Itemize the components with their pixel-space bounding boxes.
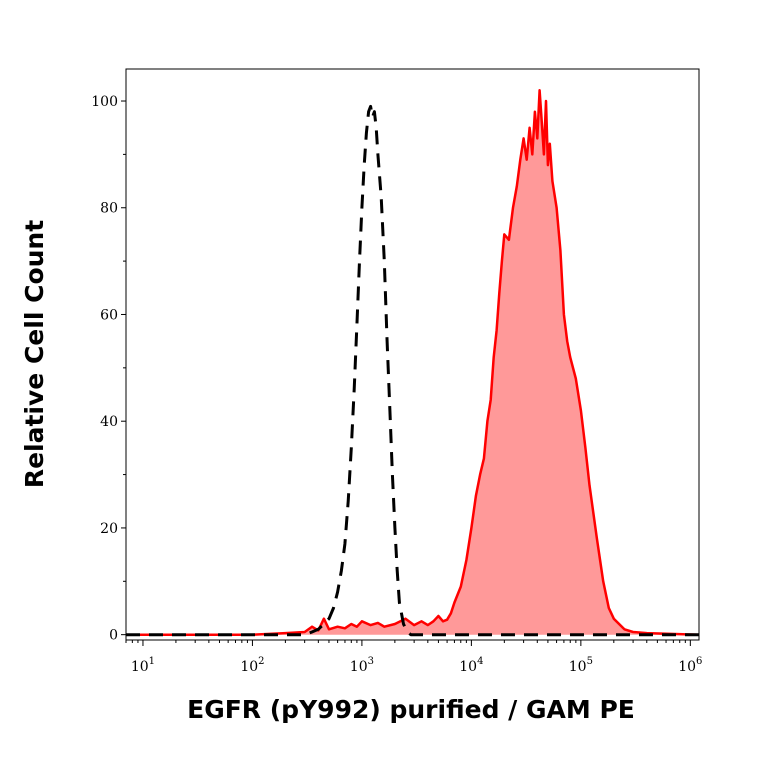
x-axis-title: EGFR (pY992) purified / GAM PE (187, 695, 635, 724)
y-tick-label-5: 100 (91, 94, 118, 110)
series-0-line (126, 89, 700, 636)
y-axis-title: Relative Cell Count (20, 220, 49, 488)
y-tick-label-1: 20 (100, 521, 118, 537)
x-tick-label-5: 106 (678, 656, 702, 675)
series-1-dashed-line (126, 104, 699, 637)
series-0-area (126, 90, 699, 635)
y-tick-label-2: 40 (100, 414, 118, 430)
y-axis: 0 20 40 60 80 100 (91, 94, 126, 644)
x-tick-label-3: 104 (459, 656, 483, 675)
plot-frame (125, 68, 700, 641)
series-layer (126, 89, 700, 637)
y-tick-label-0: 0 (109, 628, 118, 644)
x-tick-label-4: 105 (569, 656, 593, 675)
x-axis: 101 102 103 104 105 106 (125, 640, 702, 675)
y-tick-label-3: 60 (100, 307, 118, 323)
x-tick-label-0: 101 (131, 656, 155, 675)
y-tick-label-4: 80 (100, 201, 118, 217)
x-tick-label-2: 103 (350, 656, 374, 675)
x-tick-label-1: 102 (240, 656, 264, 675)
